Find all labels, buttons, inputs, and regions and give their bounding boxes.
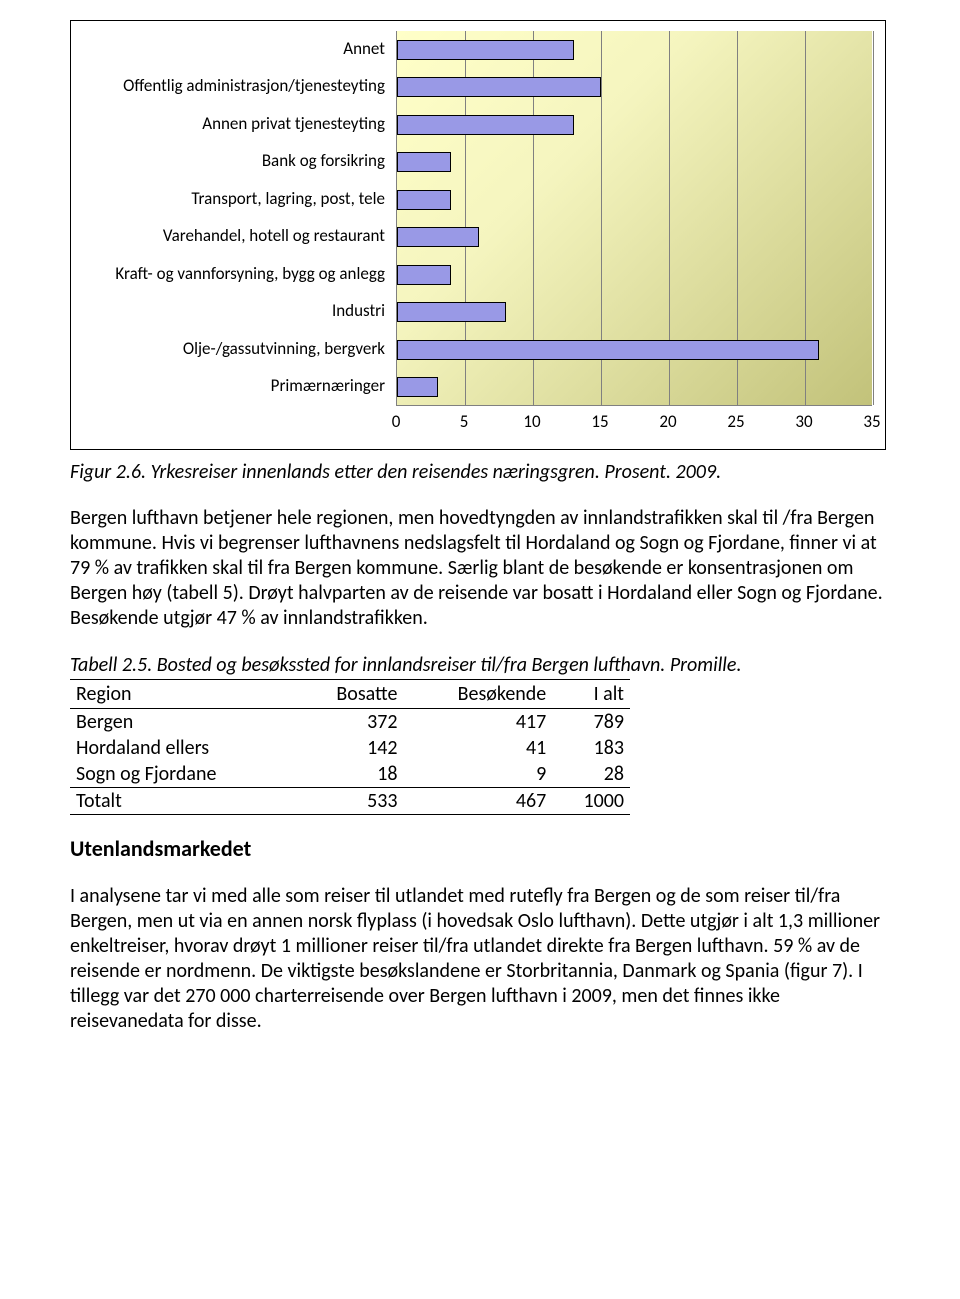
- chart-category-label: Offentlig administrasjon/tjenesteyting: [75, 77, 385, 96]
- chart-bar: [397, 302, 506, 322]
- chart-x-tick: 35: [863, 411, 880, 432]
- table-cell: Totalt: [70, 788, 295, 815]
- chart-category-label: Bank og forsikring: [75, 152, 385, 171]
- chart-plot-area: [396, 31, 872, 406]
- table-header: I alt: [552, 680, 630, 709]
- table-cell: Bergen: [70, 709, 295, 736]
- table-total-row: Totalt5334671000: [70, 788, 630, 815]
- chart-bar: [397, 227, 479, 247]
- chart-bar: [397, 152, 451, 172]
- chart-category-label: Olje-/gassutvinning, bergverk: [75, 340, 385, 359]
- table-cell: 18: [295, 761, 403, 788]
- chart-category-label: Kraft- og vannforsyning, bygg og anlegg: [75, 265, 385, 284]
- chart-gridline: [873, 31, 874, 405]
- chart-category-label: Transport, lagring, post, tele: [75, 190, 385, 209]
- table-cell: 417: [403, 709, 552, 736]
- chart-category-label: Industri: [75, 302, 385, 321]
- table-caption: Tabell 2.5. Bosted og besøkssted for inn…: [70, 653, 890, 677]
- table-cell: 467: [403, 788, 552, 815]
- table-row: Hordaland ellers14241183: [70, 735, 630, 761]
- chart-category-label: Annet: [75, 40, 385, 59]
- table-cell: 142: [295, 735, 403, 761]
- paragraph-2: I analysene tar vi med alle som reiser t…: [70, 884, 890, 1034]
- table-header: Region: [70, 680, 295, 709]
- table-cell: 533: [295, 788, 403, 815]
- chart-bar: [397, 115, 574, 135]
- chart-bar: [397, 190, 451, 210]
- figure-caption: Figur 2.6. Yrkesreiser innenlands etter …: [70, 460, 890, 484]
- data-table: Region Bosatte Besøkende I alt Bergen372…: [70, 679, 630, 815]
- section-heading: Utenlandsmarkedet: [70, 835, 890, 862]
- chart-category-label: Primærnæringer: [75, 377, 385, 396]
- chart-bar: [397, 40, 574, 60]
- table-cell: 789: [552, 709, 630, 736]
- table-header-row: Region Bosatte Besøkende I alt: [70, 680, 630, 709]
- chart-x-tick: 30: [795, 411, 812, 432]
- chart-x-tick: 5: [460, 411, 469, 432]
- chart-category-label: Varehandel, hotell og restaurant: [75, 227, 385, 246]
- table-cell: 372: [295, 709, 403, 736]
- chart-x-tick: 20: [659, 411, 676, 432]
- table-header: Bosatte: [295, 680, 403, 709]
- chart-x-tick: 25: [727, 411, 744, 432]
- table-cell: 1000: [552, 788, 630, 815]
- paragraph-1: Bergen lufthavn betjener hele regionen, …: [70, 506, 890, 631]
- table-cell: Sogn og Fjordane: [70, 761, 295, 788]
- table-cell: Hordaland ellers: [70, 735, 295, 761]
- table-row: Sogn og Fjordane18928: [70, 761, 630, 788]
- table-cell: 183: [552, 735, 630, 761]
- bar-chart: 0 5 10 15 20 25 30 35 Annet Offentlig administras…: [70, 20, 886, 450]
- chart-bar: [397, 377, 438, 397]
- table-cell: 9: [403, 761, 552, 788]
- chart-category-label: Annen privat tjenesteyting: [75, 115, 385, 134]
- chart-x-tick: 15: [591, 411, 608, 432]
- chart-bar: [397, 340, 819, 360]
- table-cell: 41: [403, 735, 552, 761]
- chart-bar: [397, 265, 451, 285]
- table-row: Bergen372417789: [70, 709, 630, 736]
- chart-bar: [397, 77, 601, 97]
- table-header: Besøkende: [403, 680, 552, 709]
- chart-x-tick: 0: [392, 411, 401, 432]
- chart-x-tick: 10: [523, 411, 540, 432]
- table-cell: 28: [552, 761, 630, 788]
